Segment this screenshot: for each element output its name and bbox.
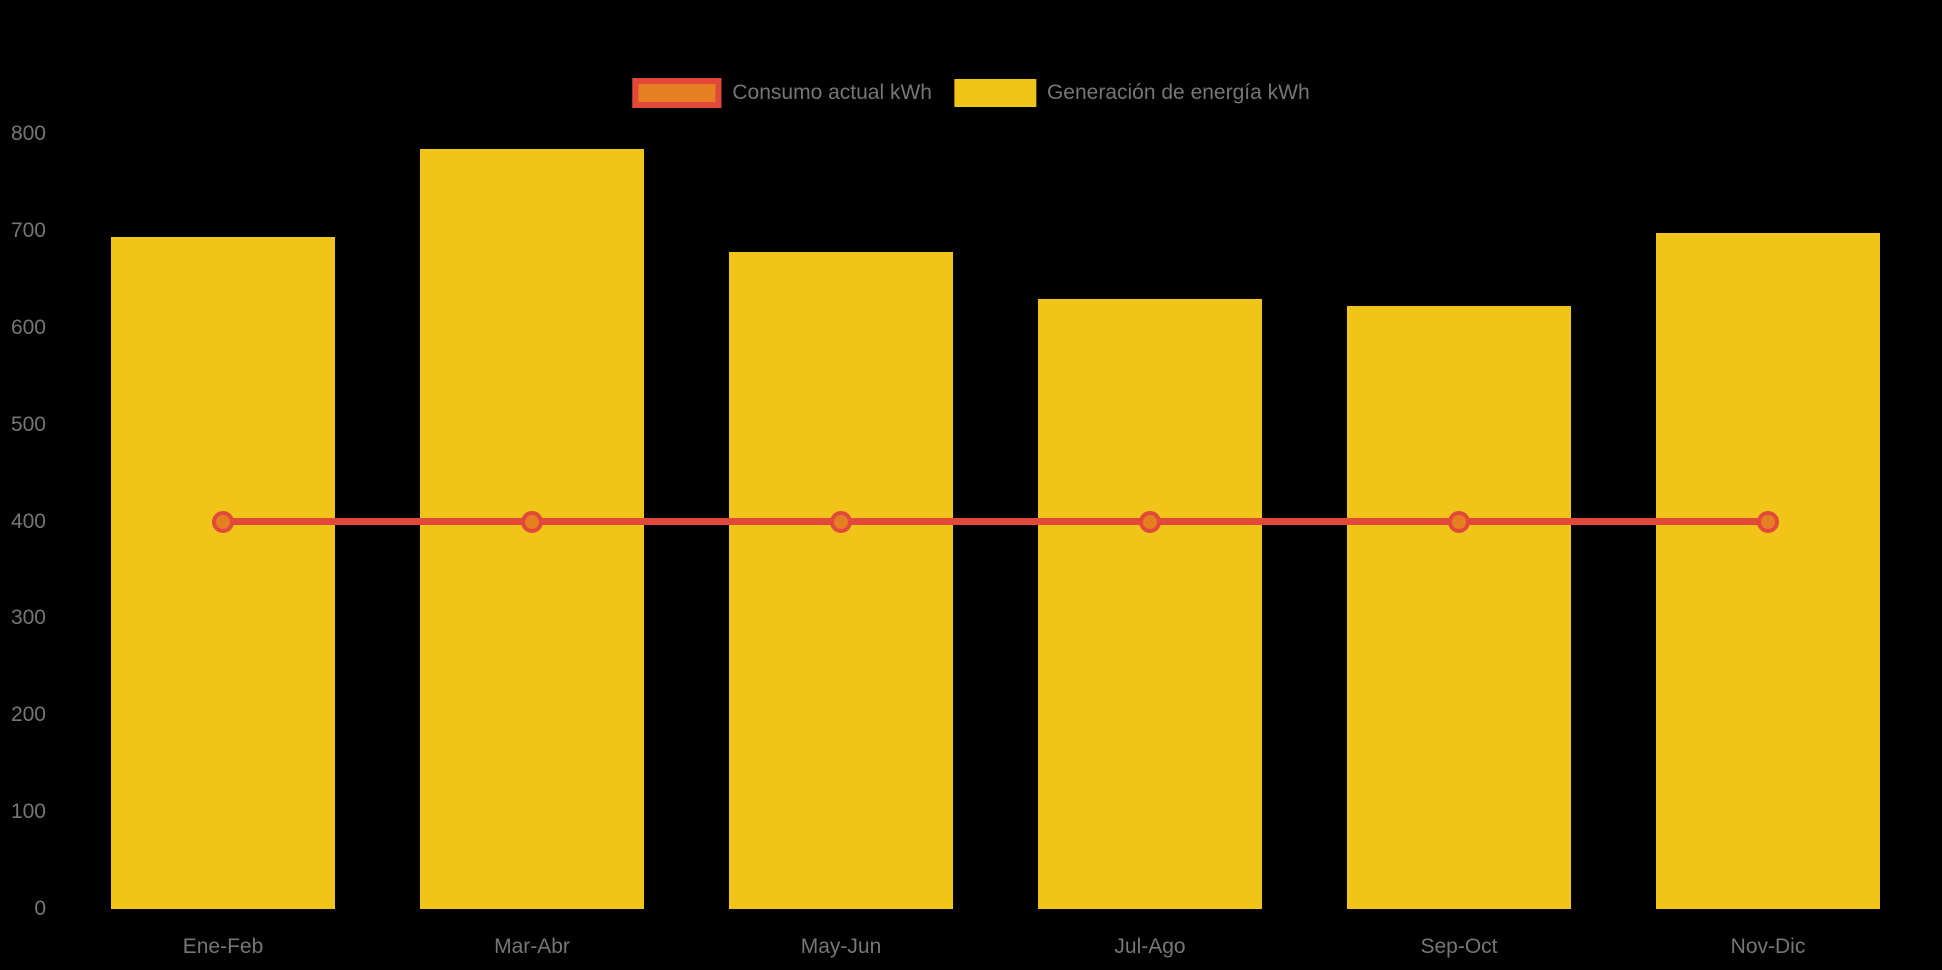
consumo-point-sep-oct xyxy=(1448,510,1470,533)
x-tick-label-may-jun: May-Jun xyxy=(800,935,882,958)
consumo-point-mar-abr xyxy=(521,510,543,533)
bar-sep-oct xyxy=(1347,306,1571,909)
bar-may-jun xyxy=(729,252,953,909)
y-tick-label-600: 600 xyxy=(10,315,46,339)
legend-item-generacion[interactable]: Generación de energía kWh xyxy=(953,79,1310,107)
y-tick-label-500: 500 xyxy=(10,412,46,436)
consumo-point-nov-dic xyxy=(1757,510,1779,533)
bar-jul-ago xyxy=(1038,298,1262,909)
consumo-point-jul-ago xyxy=(1139,510,1161,533)
consumo-line-swatch-icon xyxy=(632,78,722,108)
generacion-bar-swatch-icon xyxy=(953,79,1036,107)
legend-label-generacion: Generación de energía kWh xyxy=(1046,81,1310,104)
y-tick-label-200: 200 xyxy=(10,703,46,727)
y-tick-label-800: 800 xyxy=(10,122,46,145)
y-tick-label-700: 700 xyxy=(10,218,46,242)
x-tick-label-sep-oct: Sep-Oct xyxy=(1420,935,1498,958)
consumo-point-may-jun xyxy=(830,510,852,533)
y-tick-label-400: 400 xyxy=(10,509,46,533)
x-tick-label-nov-dic: Nov-Dic xyxy=(1730,935,1806,958)
y-tick-label-0: 0 xyxy=(34,897,46,920)
x-tick-label-mar-abr: Mar-Abr xyxy=(494,935,570,958)
x-tick-label-jul-ago: Jul-Ago xyxy=(1114,935,1186,958)
legend-item-consumo[interactable]: Consumo actual kWh xyxy=(632,78,932,108)
bar-ene-feb xyxy=(111,236,335,909)
x-tick-label-ene-feb: Ene-Feb xyxy=(182,935,264,958)
y-tick-label-100: 100 xyxy=(10,800,46,824)
consumo-point-ene-feb xyxy=(212,510,234,533)
bar-nov-dic xyxy=(1656,232,1880,909)
y-tick-label-300: 300 xyxy=(10,606,46,630)
chart-legend: Consumo actual kWh Generación de energía… xyxy=(632,78,1310,108)
consumo-line xyxy=(223,518,1768,525)
legend-label-consumo: Consumo actual kWh xyxy=(732,81,932,104)
